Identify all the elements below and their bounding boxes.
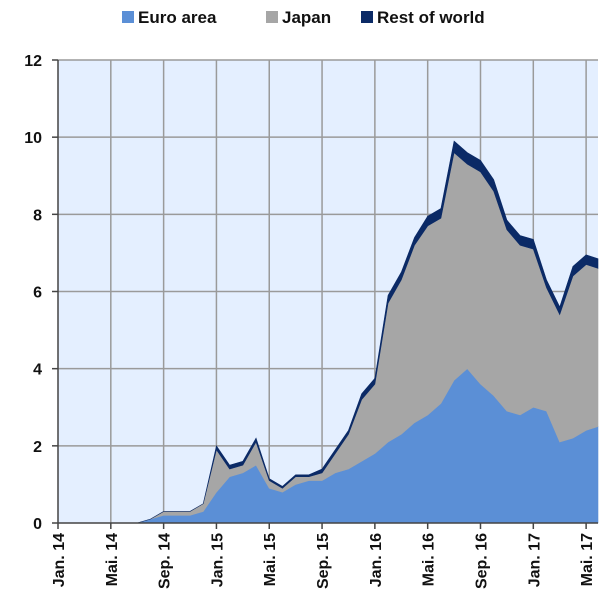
legend-label: Japan xyxy=(282,8,331,27)
x-tick-label: Sep. 14 xyxy=(157,533,174,589)
legend-swatch xyxy=(122,11,134,23)
x-tick-label: Jan. 14 xyxy=(51,533,68,587)
legend-label: Rest of world xyxy=(377,8,485,27)
y-tick-labels: 0 2 4 6 8 10 12 xyxy=(24,53,42,533)
x-tick-label: Mai. 16 xyxy=(421,533,438,586)
x-tick-label: Jan. 17 xyxy=(526,533,543,587)
axes xyxy=(52,59,598,529)
x-tick-label: Jan. 16 xyxy=(368,533,385,587)
x-tick-label: Mai. 15 xyxy=(262,533,279,586)
area-rest-of-world xyxy=(58,140,599,524)
x-tick-label: Sep. 15 xyxy=(315,533,332,589)
legend-item: Japan xyxy=(266,8,331,27)
legend-label: Euro area xyxy=(138,8,217,27)
y-tick-label: 8 xyxy=(33,207,42,224)
x-tick-label: Jan. 15 xyxy=(209,533,226,587)
legend-item: Rest of world xyxy=(361,8,485,27)
legend: Euro area Japan Rest of world xyxy=(122,8,485,27)
y-tick-label: 6 xyxy=(33,285,42,302)
x-tick-label: Sep. 16 xyxy=(473,533,490,589)
y-tick-label: 10 xyxy=(24,130,42,147)
legend-swatch xyxy=(361,11,373,23)
x-tick-label: Mai. 17 xyxy=(579,533,596,586)
legend-item: Euro area xyxy=(122,8,217,27)
legend-swatch xyxy=(266,11,278,23)
y-tick-label: 2 xyxy=(33,439,42,456)
x-tick-labels: Jan. 14 Mai. 14 Sep. 14 Jan. 15 Mai. 15 Sep. … xyxy=(51,533,596,589)
y-tick-label: 0 xyxy=(33,516,42,533)
x-tick-label: Mai. 14 xyxy=(104,533,121,586)
y-tick-label: 4 xyxy=(33,362,42,379)
y-tick-label: 12 xyxy=(24,53,42,70)
